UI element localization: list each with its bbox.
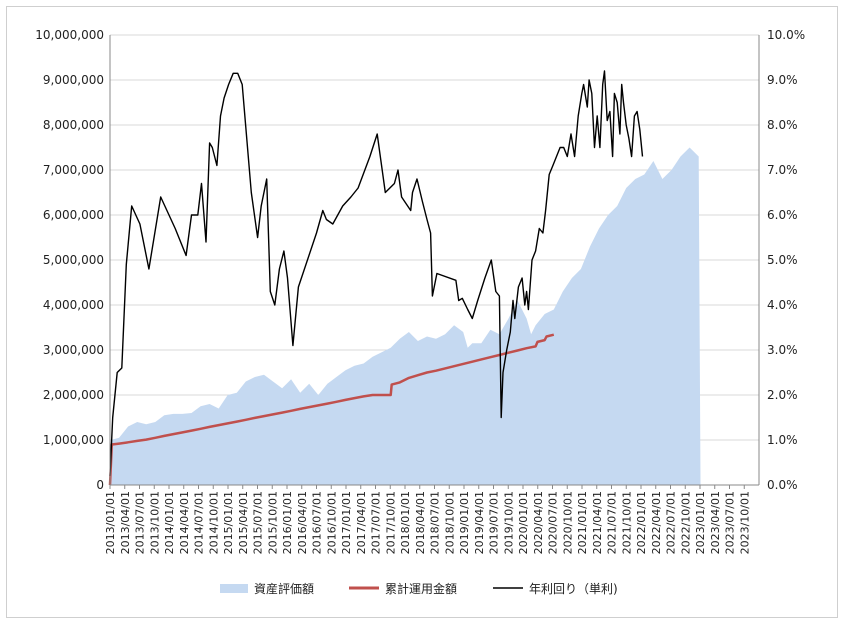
legend-label-cumulative: 累計運用金額	[385, 581, 457, 596]
x-tick-label: 2013/04/01	[119, 491, 132, 554]
right-tick-label: 6.0%	[767, 208, 798, 222]
x-tick-label: 2015/07/01	[252, 491, 265, 554]
x-tick-label: 2019/01/01	[458, 491, 471, 554]
x-tick-label: 2018/01/01	[399, 491, 412, 554]
x-tick-label: 2016/10/01	[325, 491, 338, 554]
x-tick-label: 2023/10/01	[738, 491, 751, 554]
left-tick-label: 9,000,000	[43, 73, 104, 87]
legend-label-asset: 資産評価額	[254, 581, 314, 596]
right-tick-label: 5.0%	[767, 253, 798, 267]
right-tick-label: 8.0%	[767, 118, 798, 132]
right-tick-label: 4.0%	[767, 298, 798, 312]
line-series-group	[108, 70, 644, 486]
right-tick-label: 1.0%	[767, 433, 798, 447]
x-tick-label: 2021/01/01	[576, 491, 589, 554]
chart-svg: 0 1,000,000 2,000,000 3,000,000 4,000,000 5,0…	[35, 28, 805, 596]
x-tick-label: 2013/10/01	[148, 491, 161, 554]
x-tick-label: 2022/04/01	[650, 491, 663, 554]
area-series-group	[110, 147, 701, 485]
right-tick-label: 7.0%	[767, 163, 798, 177]
x-tick-label: 2013/07/01	[134, 491, 147, 554]
x-tick-label: 2018/07/01	[429, 491, 442, 554]
x-tick-label: 2019/07/01	[488, 491, 501, 554]
x-tick-label: 2020/04/01	[532, 491, 545, 554]
series-line-cumulative	[108, 333, 555, 486]
x-tick-label: 2022/10/01	[679, 491, 692, 554]
left-tick-label: 6,000,000	[43, 208, 104, 222]
x-tick-label: 2021/07/01	[606, 491, 619, 554]
gridlines	[110, 34, 759, 441]
left-tick-label: 0	[96, 478, 104, 492]
series-line-yield	[109, 70, 644, 477]
x-tick-label: 2016/07/01	[311, 491, 324, 554]
x-tick-label: 2017/04/01	[355, 491, 368, 554]
x-tick-label: 2014/01/01	[163, 491, 176, 554]
series-area-asset	[110, 147, 701, 485]
x-tick-label: 2020/10/01	[561, 491, 574, 554]
right-tick-label: 3.0%	[767, 343, 798, 357]
left-tick-labels: 0 1,000,000 2,000,000 3,000,000 4,000,000 5,0…	[35, 28, 104, 492]
x-tick-label: 2020/01/01	[517, 491, 530, 554]
right-tick-label: 9.0%	[767, 73, 798, 87]
legend: 資産評価額 累計運用金額 年利回り（単利)	[220, 581, 618, 596]
x-tick-label: 2021/04/01	[591, 491, 604, 554]
x-tick-label: 2014/04/01	[178, 491, 191, 554]
right-tick-label: 10.0%	[767, 28, 805, 42]
left-tick-label: 1,000,000	[43, 433, 104, 447]
legend-label-yield: 年利回り（単利)	[529, 582, 618, 596]
x-tick-label: 2022/07/01	[665, 491, 678, 554]
left-tick-label: 2,000,000	[43, 388, 104, 402]
x-tick-label: 2023/01/01	[694, 491, 707, 554]
x-tick-label: 2023/07/01	[724, 491, 737, 554]
right-tick-label: 0.0%	[767, 478, 798, 492]
x-tick-label: 2018/10/01	[443, 491, 456, 554]
left-tick-label: 3,000,000	[43, 343, 104, 357]
left-tick-label: 5,000,000	[43, 253, 104, 267]
left-tick-label: 10,000,000	[35, 28, 104, 42]
x-tick-label: 2016/04/01	[296, 491, 309, 554]
left-tick-label: 7,000,000	[43, 163, 104, 177]
x-tick-label: 2021/10/01	[620, 491, 633, 554]
legend-swatch-asset	[220, 584, 248, 593]
x-tick-label: 2022/01/01	[635, 491, 648, 554]
x-tick-label: 2016/01/01	[281, 491, 294, 554]
x-tick-label: 2015/10/01	[266, 491, 279, 554]
x-tick-label: 2017/07/01	[370, 491, 383, 554]
x-tick-label: 2018/04/01	[414, 491, 427, 554]
x-tick-label: 2013/01/01	[104, 491, 117, 554]
x-tick-labels: 2013/01/01 2013/04/01 2013/07/01 2013/10/01…	[104, 485, 751, 554]
right-tick-labels: 0.0% 1.0% 2.0% 3.0% 4.0% 5.0% 6.0% 7.0% 8.0% 9.0%…	[767, 28, 805, 492]
right-tick-label: 2.0%	[767, 388, 798, 402]
x-tick-label: 2017/10/01	[384, 491, 397, 554]
x-tick-label: 2014/10/01	[207, 491, 220, 554]
left-tick-label: 8,000,000	[43, 118, 104, 132]
left-tick-label: 4,000,000	[43, 298, 104, 312]
x-tick-label: 2019/10/01	[502, 491, 515, 554]
x-tick-label: 2017/01/01	[340, 491, 353, 554]
x-tick-label: 2015/04/01	[237, 491, 250, 554]
x-tick-label: 2015/01/01	[222, 491, 235, 554]
x-tick-label: 2014/07/01	[193, 491, 206, 554]
x-tick-label: 2023/04/01	[709, 491, 722, 554]
chart-frame: 0 1,000,000 2,000,000 3,000,000 4,000,000 5,0…	[6, 6, 838, 618]
x-tick-label: 2020/07/01	[547, 491, 560, 554]
x-tick-label: 2019/04/01	[473, 491, 486, 554]
